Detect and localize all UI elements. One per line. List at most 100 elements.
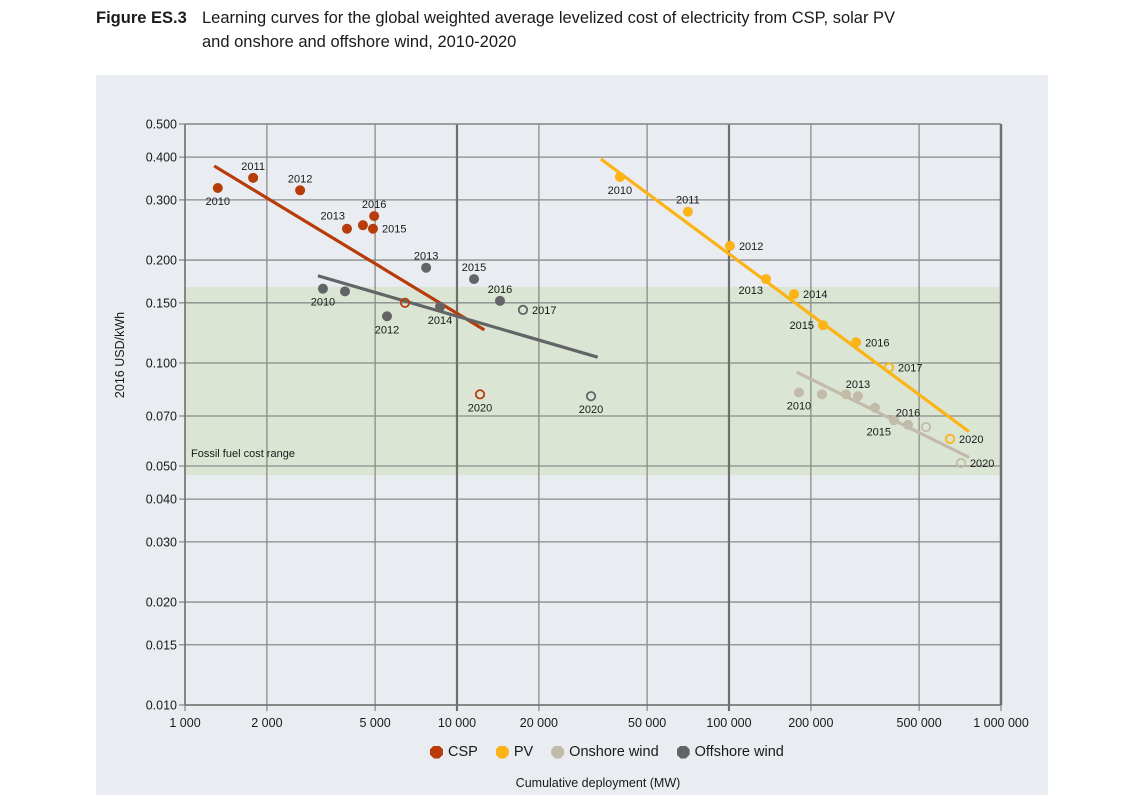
pv-point-2011: [682, 206, 693, 217]
offshore-label-2017: 2017: [532, 305, 556, 317]
pv-point-2014: [789, 289, 800, 300]
csp-point-2014: [357, 220, 368, 231]
offshore-point-2013: [421, 262, 432, 273]
offshore-point-2012: [382, 311, 393, 322]
onshore-point-2014: [869, 402, 880, 413]
y-tick-label: 0.015: [146, 638, 177, 652]
pv-label-2020: 2020: [959, 434, 983, 446]
offshore-point-2017: [517, 304, 529, 316]
legend-marker-csp-icon: [430, 745, 443, 759]
csp-label-2010: 2010: [206, 196, 230, 208]
offshore-point-2014: [435, 301, 446, 312]
pv-point-2010: [614, 171, 625, 182]
onshore-label-2015: 2015: [867, 426, 891, 438]
csp-point-2011: [248, 172, 259, 183]
onshore-point-2013: [852, 391, 863, 402]
csp-point-2020: [474, 389, 486, 400]
x-axis-label: Cumulative deployment (MW): [515, 776, 681, 790]
onshore-label-2013: 2013: [846, 379, 870, 391]
pv-point-2020: [944, 433, 956, 444]
pv-point-2016: [851, 337, 862, 348]
csp-point-2013: [341, 223, 352, 234]
figure-number: Figure ES.3: [96, 9, 187, 27]
fossil-fuel-cost-range-label: Fossil fuel cost range: [191, 448, 295, 460]
onshore-point-2012: [840, 389, 851, 400]
onshore-point-2020: [955, 457, 967, 469]
offshore-trend-line: [317, 274, 599, 359]
x-tick-label: 500 000: [897, 716, 942, 730]
csp-point-2012: [295, 185, 306, 196]
x-tick-label: 1 000 000: [973, 716, 1029, 730]
fossil-fuel-cost-range-band: [185, 286, 1001, 476]
offshore-label-2016: 2016: [488, 284, 512, 296]
x-tick-label: 1 000: [169, 716, 200, 730]
offshore-label-2010: 2010: [311, 297, 335, 309]
csp-point-2016: [369, 211, 380, 222]
y-tick-label: 0.100: [146, 357, 177, 371]
pv-label-2015: 2015: [790, 320, 814, 332]
pv-point-2013: [761, 274, 772, 285]
onshore-point-2016: [903, 419, 914, 430]
figure-title-line1: Learning curves for the global weighted …: [202, 9, 896, 27]
csp-label-2016: 2016: [362, 199, 386, 211]
legend-item-csp: CSP: [430, 744, 478, 760]
pv-label-2013: 2013: [739, 285, 763, 297]
y-tick-label: 0.050: [146, 459, 177, 473]
offshore-label-2015: 2015: [462, 262, 486, 274]
onshore-point-2015: [889, 415, 900, 426]
x-tick-label: 2 000: [251, 716, 282, 730]
figure-title-line2: and onshore and offshore wind, 2010-2020: [202, 33, 517, 51]
onshore-label-2020: 2020: [970, 458, 994, 470]
x-tick-label: 20 000: [520, 716, 558, 730]
pv-label-2010: 2010: [608, 185, 632, 197]
x-tick-label: 200 000: [788, 716, 833, 730]
y-tick-label: 0.400: [146, 151, 177, 165]
y-tick-label: 0.010: [146, 699, 177, 713]
pv-label-2016: 2016: [865, 337, 889, 349]
legend-item-pv: PV: [495, 744, 534, 760]
csp-label-2012: 2012: [288, 173, 312, 185]
x-tick-label: 5 000: [359, 716, 390, 730]
legend-item-onshore-wind: Onshore wind: [551, 744, 659, 760]
pv-label-2012: 2012: [739, 241, 763, 253]
csp-point-2017: [399, 297, 411, 308]
csp-label-2013: 2013: [320, 211, 344, 223]
csp-point-2010: [212, 182, 223, 193]
y-tick-label: 0.070: [146, 410, 177, 424]
pv-label-2017: 2017: [898, 363, 922, 375]
offshore-point-2015: [469, 274, 480, 285]
legend-label-pv: PV: [513, 744, 534, 760]
legend-marker-onshore-wind-icon: [551, 745, 565, 759]
onshore-label-2016: 2016: [896, 408, 920, 420]
legend-marker-offshore-wind-icon: [676, 745, 690, 759]
x-tick-label: 100 000: [706, 716, 751, 730]
pv-point-2015: [817, 320, 828, 331]
figure-title: Figure ES.3 Learning curves for the globa…: [96, 6, 895, 54]
csp-label-2015: 2015: [382, 224, 406, 236]
pv-label-2011: 2011: [676, 195, 700, 207]
y-axis-label: 2016 USD/kWh: [113, 311, 127, 399]
y-tick-label: 0.030: [146, 535, 177, 549]
pv-point-2017: [883, 362, 895, 373]
onshore-point-2011: [816, 389, 827, 400]
onshore-point-2017: [920, 421, 932, 433]
csp-label-2011: 2011: [241, 161, 265, 173]
legend-marker-pv-icon: [495, 745, 509, 759]
offshore-label-2020: 2020: [579, 404, 603, 416]
legend-item-offshore-wind: Offshore wind: [676, 744, 784, 760]
csp-point-2015: [367, 223, 378, 234]
pv-point-2012: [724, 240, 735, 251]
onshore-trend-line: [796, 370, 970, 459]
x-tick-label: 10 000: [438, 716, 476, 730]
offshore-point-2011: [339, 286, 350, 297]
offshore-label-2014: 2014: [428, 315, 452, 327]
y-tick-label: 0.040: [146, 493, 177, 507]
y-tick-label: 0.200: [146, 254, 177, 268]
legend-label-csp: CSP: [448, 744, 478, 760]
csp-label-2020: 2020: [468, 402, 492, 414]
offshore-label-2012: 2012: [375, 324, 399, 336]
pv-label-2014: 2014: [803, 289, 827, 301]
y-tick-label: 0.300: [146, 193, 177, 207]
offshore-point-2016: [494, 295, 505, 306]
onshore-label-2010: 2010: [787, 401, 811, 413]
